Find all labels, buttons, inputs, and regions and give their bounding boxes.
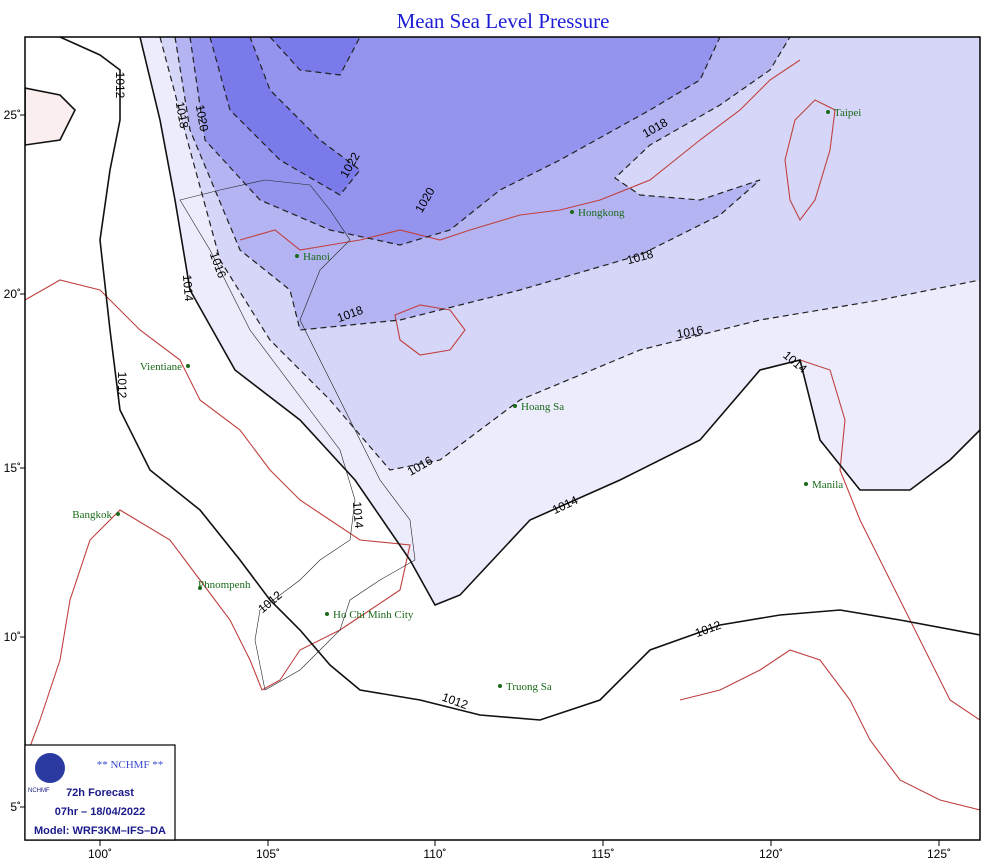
contour-label: 1016: [676, 323, 705, 341]
contours: [59, 37, 980, 721]
contour-label: 1012: [113, 72, 127, 99]
coastline: [784, 99, 836, 222]
contour-label: 1018: [173, 101, 191, 130]
lat-tick-label: 10˚: [4, 630, 21, 644]
lat-tick-label: 15˚: [4, 461, 21, 475]
place-dot: [826, 110, 830, 114]
coastline: [25, 279, 411, 761]
place-label: Truong Sa: [506, 681, 552, 693]
map-title: Mean Sea Level Pressure: [397, 9, 610, 33]
place-label: Ho Chi Minh City: [333, 609, 414, 621]
legend-forecast: 72h Forecast: [66, 787, 134, 799]
lon-tick-label: 120˚: [759, 847, 783, 861]
legend-time: 07hr – 18/04/2022: [55, 806, 146, 818]
coastlines: [25, 59, 980, 811]
place-dot: [116, 512, 120, 516]
place-dot: [186, 364, 190, 368]
lon-tick-label: 115˚: [591, 847, 614, 861]
place-label: Hoang Sa: [521, 401, 564, 413]
contour-line: [139, 37, 980, 607]
contour-label: 1014: [350, 501, 366, 529]
contour-line: [189, 37, 721, 246]
lon-tick-label: 105˚: [256, 847, 280, 861]
coastline: [679, 649, 980, 811]
place-label: Manila: [812, 479, 843, 491]
lon-tick-label: 110˚: [423, 847, 446, 861]
contour-line: [59, 37, 980, 721]
place-dot: [295, 254, 299, 258]
region-1022: [210, 37, 360, 195]
high-pocket: [25, 87, 76, 146]
legend-org: ** NCHMF **: [97, 759, 164, 771]
place-label: Bangkok: [72, 509, 112, 521]
legend: ** NCHMF ** NCHMF 72h Forecast 07hr – 18…: [24, 744, 176, 841]
contour-label: 1012: [115, 372, 129, 399]
map-frame: [24, 36, 981, 841]
logo: [35, 753, 65, 783]
coastline: [394, 304, 466, 356]
place-dot: [513, 404, 517, 408]
place-label: Taipei: [834, 107, 861, 119]
lat-tick-label: 25˚: [4, 108, 21, 122]
lon-tick-label: 125˚: [927, 847, 951, 861]
place-label: Hanoi: [303, 251, 330, 263]
region-1020: [190, 37, 720, 245]
vietnam-outline: [179, 179, 416, 691]
contour-line: [209, 37, 361, 196]
lon-tick-label: 100˚: [88, 847, 112, 861]
legend-logo: NCHMF: [28, 788, 50, 794]
place-dot: [325, 612, 329, 616]
map-body: [25, 37, 980, 840]
lat-tick-label: 20˚: [4, 287, 21, 301]
place-dot: [198, 586, 202, 590]
place-label: Hongkong: [578, 207, 625, 219]
lat-tick-label: 5˚: [10, 800, 21, 814]
coastline: [239, 59, 801, 251]
contour-label: 1018: [625, 247, 655, 268]
place-label: Phnompenh: [198, 579, 251, 591]
contour-label: 1014: [180, 274, 196, 302]
place-dot: [804, 482, 808, 486]
contour-line: [159, 37, 980, 471]
legend-model: Model: WRF3KM–IFS–DA: [34, 825, 166, 837]
place-label: Vientiane: [140, 361, 182, 373]
coastline: [799, 359, 980, 721]
place-dot: [570, 210, 574, 214]
contour-label: 1020: [193, 104, 211, 133]
place-dot: [498, 684, 502, 688]
